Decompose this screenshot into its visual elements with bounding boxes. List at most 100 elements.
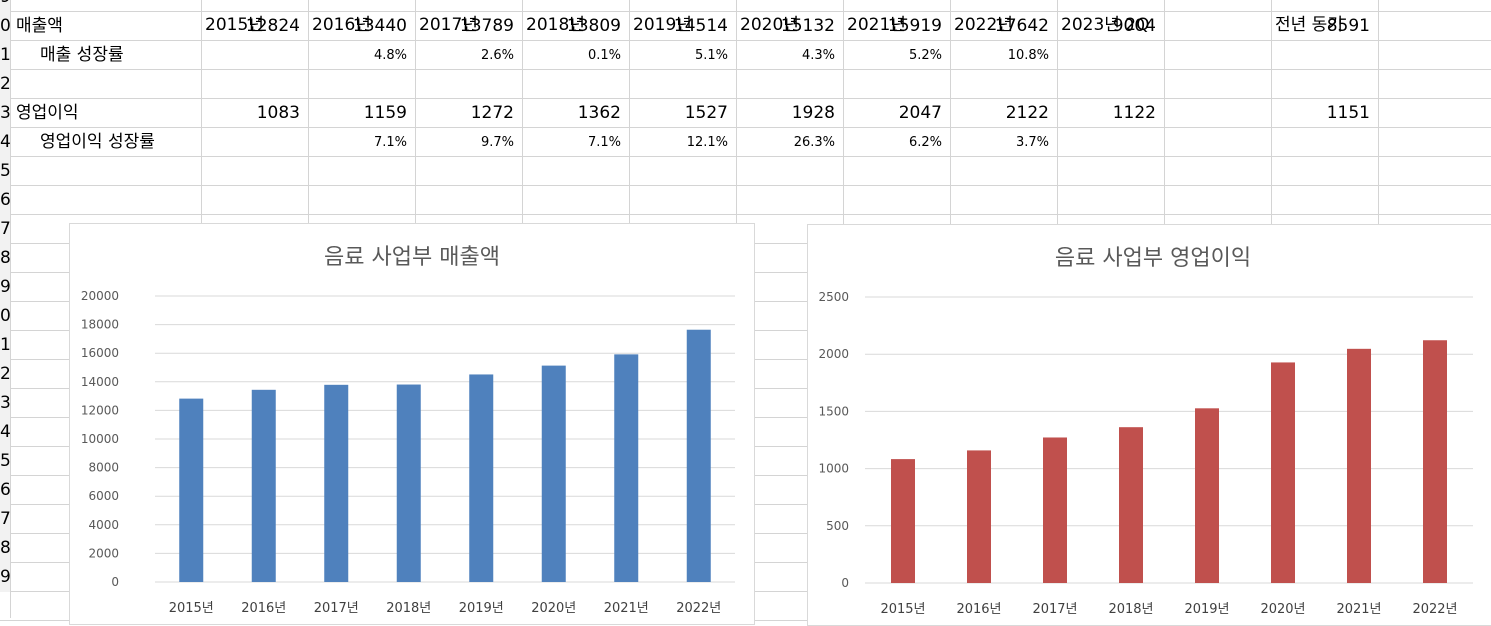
row-header[interactable]: 2 xyxy=(0,360,10,389)
sales-growth-value-cell[interactable]: 5.1% xyxy=(694,48,728,63)
row-header[interactable]: 1 xyxy=(0,41,10,70)
row-header[interactable]: 1 xyxy=(0,331,10,360)
x-tick-label: 2018년 xyxy=(1108,602,1153,617)
y-tick-label: 16000 xyxy=(81,346,119,360)
row-header[interactable]: 8 xyxy=(0,244,10,273)
x-tick-label: 2021년 xyxy=(1336,602,1381,617)
op-income-value-cell[interactable]: 1527 xyxy=(684,103,728,123)
op-growth-value-cell[interactable]: 7.1% xyxy=(587,135,621,150)
op-growth-value-cell[interactable]: 6.2% xyxy=(908,135,942,150)
sales-value-cell[interactable]: 15919 xyxy=(887,16,942,36)
chart-svg: 음료 사업부 영업이익 0 500 1000 1500 2000 2500 2015년 2016… xyxy=(818,246,1473,617)
row-header[interactable]: 5 xyxy=(0,447,10,476)
row-header[interactable]: 2 xyxy=(0,70,10,99)
y-tick-label: 12000 xyxy=(81,403,119,417)
row-header[interactable]: 6 xyxy=(0,186,10,215)
year-header-cell[interactable]: 2023년 2Q xyxy=(1061,15,1150,36)
row-header[interactable]: 9 xyxy=(0,273,10,302)
op-income-value-cell[interactable]: 2047 xyxy=(898,103,942,123)
sales-growth-label[interactable]: 매출 성장률 xyxy=(40,45,124,65)
row-header[interactable]: 4 xyxy=(0,418,10,447)
bar[interactable] xyxy=(541,365,566,582)
year-header-cell[interactable]: 2015년 xyxy=(205,15,264,36)
yoy-header-cell[interactable]: 전년 동기 xyxy=(1275,15,1343,36)
op-growth-value-cell[interactable]: 26.3% xyxy=(793,135,835,150)
x-tick-label: 2019년 xyxy=(1184,602,1229,617)
sales-value-cell[interactable]: 15132 xyxy=(780,16,835,36)
bar[interactable] xyxy=(967,450,991,583)
row-gridline xyxy=(0,40,1491,41)
sales-growth-value-cell[interactable]: 10.8% xyxy=(1007,48,1049,63)
year-header-cell[interactable]: 2020년 xyxy=(740,15,799,36)
bar[interactable] xyxy=(1347,348,1371,583)
op-income-value-cell[interactable]: 1272 xyxy=(470,103,514,123)
sales-growth-value-cell[interactable]: 2.6% xyxy=(480,48,514,63)
bar[interactable] xyxy=(251,389,276,582)
row-header[interactable]: 5 xyxy=(0,157,10,186)
year-header-cell[interactable]: 2019년 xyxy=(633,15,692,36)
sales-growth-value-cell[interactable]: 5.2% xyxy=(908,48,942,63)
year-header-cell[interactable]: 2021년 xyxy=(847,15,906,36)
op-growth-label[interactable]: 영업이익 성장률 xyxy=(40,132,155,152)
op-growth-value-cell[interactable]: 7.1% xyxy=(373,135,407,150)
op-income-yoy-cell[interactable]: 1151 xyxy=(1326,103,1370,123)
sales-growth-value-cell[interactable]: 4.3% xyxy=(801,48,835,63)
op-growth-value-cell[interactable]: 12.1% xyxy=(686,135,728,150)
bar[interactable] xyxy=(324,384,349,582)
bar[interactable] xyxy=(1043,437,1067,583)
chart-title: 음료 사업부 영업이익 xyxy=(1055,246,1251,271)
row-header[interactable]: 0 xyxy=(0,12,10,41)
sales-growth-value-cell[interactable]: 4.8% xyxy=(373,48,407,63)
op-income-value-cell[interactable]: 1928 xyxy=(791,103,835,123)
sales-yoy-cell[interactable]: 8591 xyxy=(1326,16,1370,36)
op-income-value-cell[interactable]: 1362 xyxy=(577,103,621,123)
bar[interactable] xyxy=(1195,408,1219,583)
row-gridline xyxy=(0,69,1491,70)
x-tick-label: 2017년 xyxy=(1032,602,1077,617)
y-tick-label: 0 xyxy=(841,576,849,590)
row-header[interactable]: 6 xyxy=(0,476,10,505)
year-header-cell[interactable]: 2016년 xyxy=(312,15,371,36)
op-income-value-cell[interactable]: 1159 xyxy=(363,103,407,123)
bar[interactable] xyxy=(1271,362,1295,583)
year-header-cell[interactable]: 2022년 xyxy=(954,15,1013,36)
operating-income-chart[interactable]: 음료 사업부 영업이익 0 500 1000 1500 2000 2500 2015년 2016… xyxy=(807,224,1491,626)
row-header[interactable]: 3 xyxy=(0,389,10,418)
bar[interactable] xyxy=(686,329,711,582)
bar[interactable] xyxy=(179,398,204,582)
year-header-cell[interactable]: 2018년 xyxy=(526,15,585,36)
row-header[interactable]: 4 xyxy=(0,128,10,157)
bar[interactable] xyxy=(1119,427,1143,583)
sales-chart[interactable]: 음료 사업부 매출액 0 2000 4000 6000 8000 10000 12000 140… xyxy=(69,223,755,625)
year-header-cell[interactable]: 2017년 xyxy=(419,15,478,36)
row-header[interactable]: 8 xyxy=(0,534,10,563)
sales-value-cell[interactable]: 12824 xyxy=(245,16,300,36)
sales-value-cell[interactable]: 13789 xyxy=(459,16,514,36)
op-income-label[interactable]: 영업이익 xyxy=(16,103,79,123)
op-income-value-cell[interactable]: 1122 xyxy=(1112,103,1156,123)
sales-value-cell[interactable]: 9004 xyxy=(1112,16,1156,36)
y-tick-label: 4000 xyxy=(88,518,119,532)
sales-value-cell[interactable]: 14514 xyxy=(673,16,728,36)
row-header[interactable]: 9 xyxy=(0,563,10,592)
op-income-value-cell[interactable]: 2122 xyxy=(1005,103,1049,123)
bar[interactable] xyxy=(396,384,421,582)
bar[interactable] xyxy=(469,374,494,582)
op-growth-value-cell[interactable]: 3.7% xyxy=(1015,135,1049,150)
row-header[interactable]: 7 xyxy=(0,215,10,244)
row-header[interactable]: 3 xyxy=(0,99,10,128)
sales-label[interactable]: 매출액 xyxy=(16,16,63,36)
sales-growth-value-cell[interactable]: 0.1% xyxy=(587,48,621,63)
sales-value-cell[interactable]: 13440 xyxy=(352,16,407,36)
op-growth-value-cell[interactable]: 9.7% xyxy=(480,135,514,150)
row-header[interactable]: 7 xyxy=(0,505,10,534)
op-income-value-cell[interactable]: 1083 xyxy=(256,103,300,123)
y-tick-label: 8000 xyxy=(88,461,119,475)
bar[interactable] xyxy=(891,459,915,583)
row-header[interactable]: 9 xyxy=(0,0,10,12)
bar[interactable] xyxy=(1423,340,1447,583)
row-header[interactable]: 0 xyxy=(0,302,10,331)
sales-value-cell[interactable]: 13809 xyxy=(566,16,621,36)
bar[interactable] xyxy=(614,354,639,582)
sales-value-cell[interactable]: 17642 xyxy=(994,16,1049,36)
